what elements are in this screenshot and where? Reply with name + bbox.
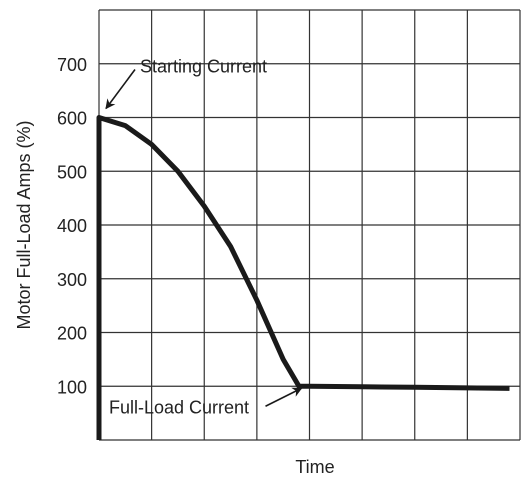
series-line	[96, 115, 510, 440]
y-tick-label: 100	[57, 377, 87, 397]
annotation-arrow	[105, 69, 136, 110]
y-tick-label: 400	[57, 216, 87, 236]
y-tick-label: 200	[57, 324, 87, 344]
y-tick-label: 600	[57, 109, 87, 129]
annotation-starting-current: Starting Current	[140, 57, 267, 77]
y-tick-label: 300	[57, 270, 87, 290]
y-axis-label: Motor Full-Load Amps (%)	[14, 120, 34, 329]
y-axis-ticks: 100 200 300 400 500 600 700	[57, 55, 87, 398]
annotation-full-load-current: Full-Load Current	[109, 397, 249, 417]
x-axis-label: Time	[295, 457, 334, 477]
annotations-group: Starting Current Full-Load Current	[105, 57, 303, 417]
y-tick-label: 500	[57, 162, 87, 182]
annotation-arrow	[265, 387, 303, 407]
y-tick-label: 700	[57, 55, 87, 75]
series-group	[96, 115, 510, 440]
